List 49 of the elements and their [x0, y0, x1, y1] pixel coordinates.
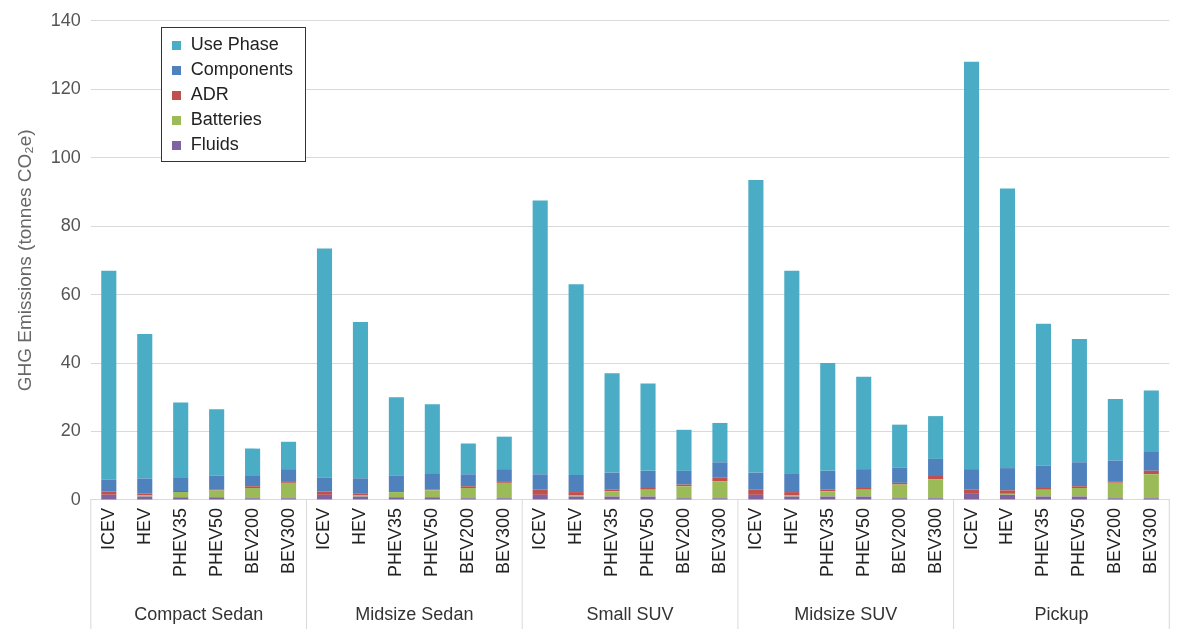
y-tick-label: 40 — [60, 352, 81, 373]
x-tick-label: HEV — [565, 507, 586, 545]
x-tick-label: ICEV — [313, 507, 334, 550]
x-tick-label: HEV — [133, 507, 154, 545]
x-tick-label: PHEV50 — [421, 507, 442, 578]
x-tick-label: PHEV50 — [1068, 507, 1089, 578]
y-axis-title: GHG Emissions (tonnes CO₂e) — [13, 129, 35, 392]
x-tick-label: BEV200 — [457, 507, 478, 575]
x-tick-label: BEV200 — [1104, 507, 1125, 575]
x-tick-label: PHEV35 — [816, 507, 837, 578]
x-tick-label: BEV200 — [888, 507, 909, 575]
text: Pickup — [1034, 603, 1089, 624]
legend-label: ADR — [189, 82, 230, 106]
y-tick-label: 120 — [50, 78, 81, 99]
x-tick-label: PHEV50 — [637, 507, 657, 578]
text: Midsize Sedan — [355, 603, 474, 624]
y-tick-label: 80 — [60, 215, 81, 236]
x-tick-label: BEV200 — [241, 507, 262, 575]
x-tick-label: ICEV — [960, 507, 981, 550]
x-tick-label: PHEV35 — [1032, 507, 1053, 578]
x-tick-label: ICEV — [97, 507, 118, 550]
legend-label: Use Phase — [189, 32, 280, 56]
legend-label: Fluids — [189, 132, 240, 156]
y-tick-label: 20 — [60, 420, 81, 441]
text: Midsize SUV — [794, 603, 898, 624]
text: Compact Sedan — [134, 603, 264, 624]
x-tick-label: BEV300 — [493, 507, 514, 575]
legend-label: Batteries — [189, 107, 263, 131]
x-tick-label: PHEV35 — [169, 507, 190, 578]
x-tick-label: HEV — [349, 507, 370, 545]
x-tick-label: BEV300 — [708, 507, 729, 575]
y-tick-label: 60 — [60, 283, 81, 304]
y-tick-label: 140 — [50, 9, 81, 30]
y-tick-label: 0 — [70, 488, 81, 509]
x-tick-label: ICEV — [529, 507, 550, 550]
text: Small SUV — [586, 603, 674, 624]
x-tick-label: BEV300 — [277, 507, 298, 575]
x-tick-label: PHEV50 — [205, 507, 226, 578]
x-tick-label: HEV — [780, 507, 801, 545]
x-tick-label: BEV300 — [924, 507, 945, 575]
y-tick-label: 100 — [50, 146, 81, 167]
x-tick-label: HEV — [996, 507, 1017, 545]
x-tick-label: PHEV50 — [852, 507, 873, 578]
x-tick-label: ICEV — [744, 507, 765, 550]
legend-label: Components — [189, 57, 293, 81]
x-tick-label: PHEV35 — [601, 507, 622, 578]
x-tick-label: BEV300 — [1140, 507, 1161, 575]
x-tick-label: PHEV35 — [385, 507, 406, 578]
x-tick-label: BEV200 — [672, 507, 693, 575]
